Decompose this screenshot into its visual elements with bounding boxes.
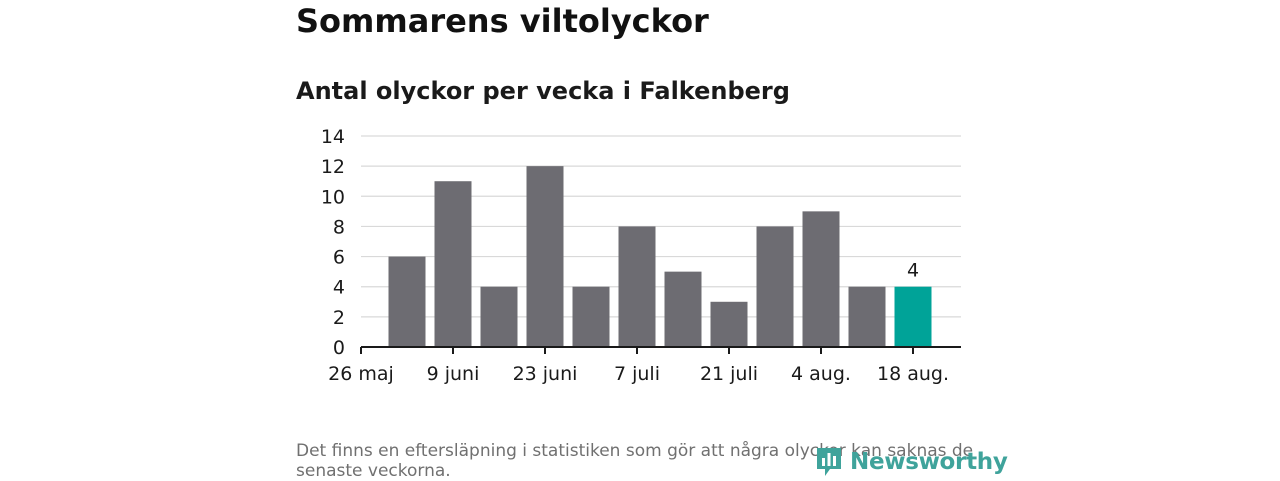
x-tick-label: 7 juli bbox=[614, 363, 660, 385]
y-tick-label: 2 bbox=[333, 307, 345, 329]
y-tick-label: 0 bbox=[333, 337, 345, 359]
newsworthy-logo-text: Newsworthy bbox=[850, 449, 1008, 475]
bar bbox=[480, 286, 518, 347]
newsworthy-logo-icon bbox=[817, 448, 841, 476]
bar-chart: 0 2 4 6 8 10 12 14 4 26 maj 9 juni 23 juni 7 juli 21 … bbox=[321, 126, 961, 385]
x-tick-label: 23 juni bbox=[513, 363, 578, 385]
x-tick-label: 21 juli bbox=[700, 363, 758, 385]
footnote: Det finns en eftersläpning i statistiken… bbox=[296, 441, 974, 481]
x-tick-label: 4 aug. bbox=[791, 363, 851, 385]
bar bbox=[664, 271, 702, 347]
x-tick-label: 9 juni bbox=[427, 363, 480, 385]
bar bbox=[618, 226, 656, 347]
bar bbox=[434, 181, 472, 347]
bar bbox=[848, 286, 886, 347]
y-tick-label: 14 bbox=[321, 126, 345, 148]
bar bbox=[526, 166, 564, 347]
bar bbox=[572, 286, 610, 347]
chart-subtitle: Antal olyckor per vecka i Falkenberg bbox=[296, 77, 790, 105]
y-tick-label: 4 bbox=[333, 277, 345, 299]
chart-title: Sommarens viltolyckor bbox=[296, 2, 709, 40]
y-tick-label: 8 bbox=[333, 216, 345, 238]
y-tick-label: 6 bbox=[333, 247, 345, 269]
bar bbox=[710, 301, 748, 347]
bar bbox=[802, 211, 840, 347]
bar bbox=[388, 256, 426, 347]
bar bbox=[756, 226, 794, 347]
y-tick-label: 12 bbox=[321, 156, 345, 178]
newsworthy-logo: Newsworthy bbox=[814, 444, 1008, 480]
bar bbox=[894, 286, 932, 347]
bar-data-label: 4 bbox=[907, 260, 919, 282]
x-tick-label: 26 maj bbox=[328, 363, 394, 385]
x-tick-label: 18 aug. bbox=[877, 363, 949, 385]
y-tick-label: 10 bbox=[321, 186, 345, 208]
